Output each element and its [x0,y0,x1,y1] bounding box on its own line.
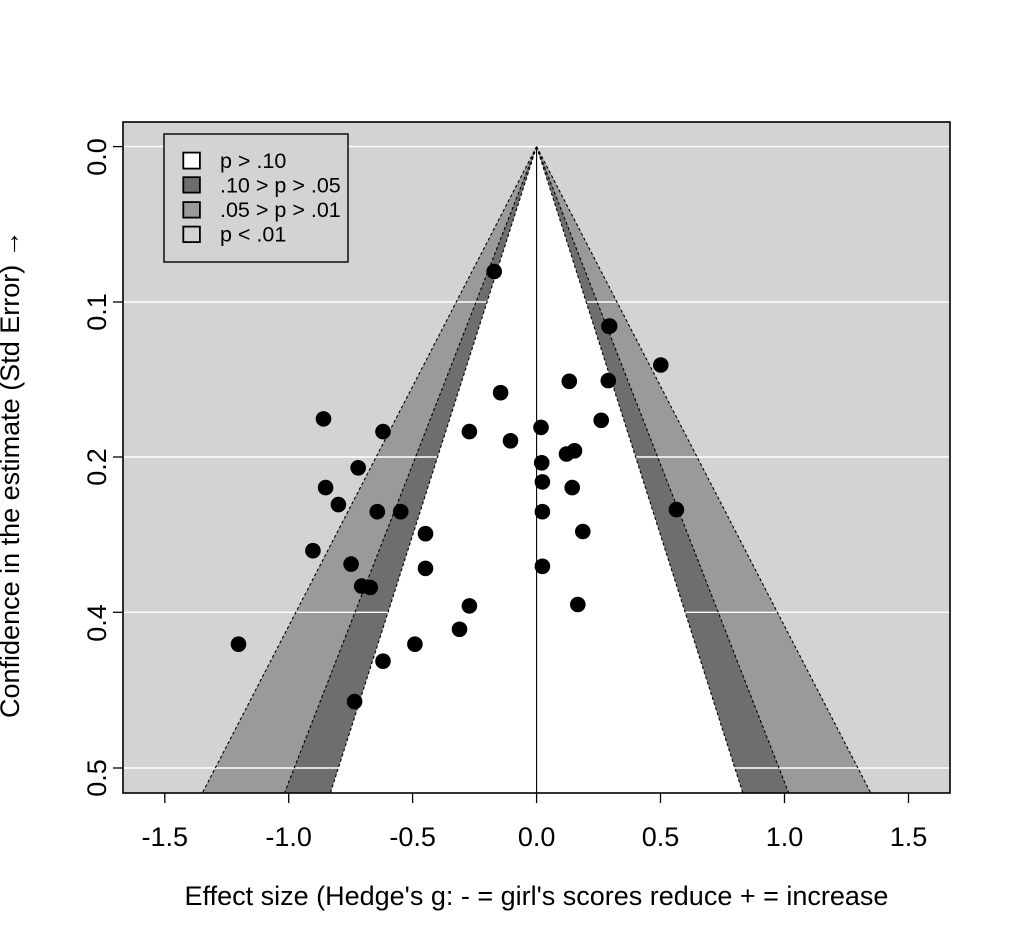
svg-text:0.0: 0.0 [518,822,556,852]
svg-text:p > .10: p > .10 [220,149,286,173]
svg-text:-1.5: -1.5 [142,822,189,852]
svg-text:.10 > p > .05: .10 > p > .05 [220,174,341,198]
svg-text:0.5: 0.5 [82,759,112,797]
svg-text:0.5: 0.5 [642,822,680,852]
svg-text:-0.5: -0.5 [389,822,436,852]
svg-text:1.5: 1.5 [890,822,928,852]
svg-text:0.2: 0.2 [82,448,112,486]
svg-text:1.0: 1.0 [766,822,804,852]
svg-text:p < .01: p < .01 [220,223,286,247]
svg-text:0.4: 0.4 [82,604,112,642]
svg-text:.05 > p > .01: .05 > p > .01 [220,198,341,222]
svg-text:-1.0: -1.0 [265,822,312,852]
svg-text:0.0: 0.0 [82,138,112,176]
svg-text:0.1: 0.1 [82,293,112,331]
